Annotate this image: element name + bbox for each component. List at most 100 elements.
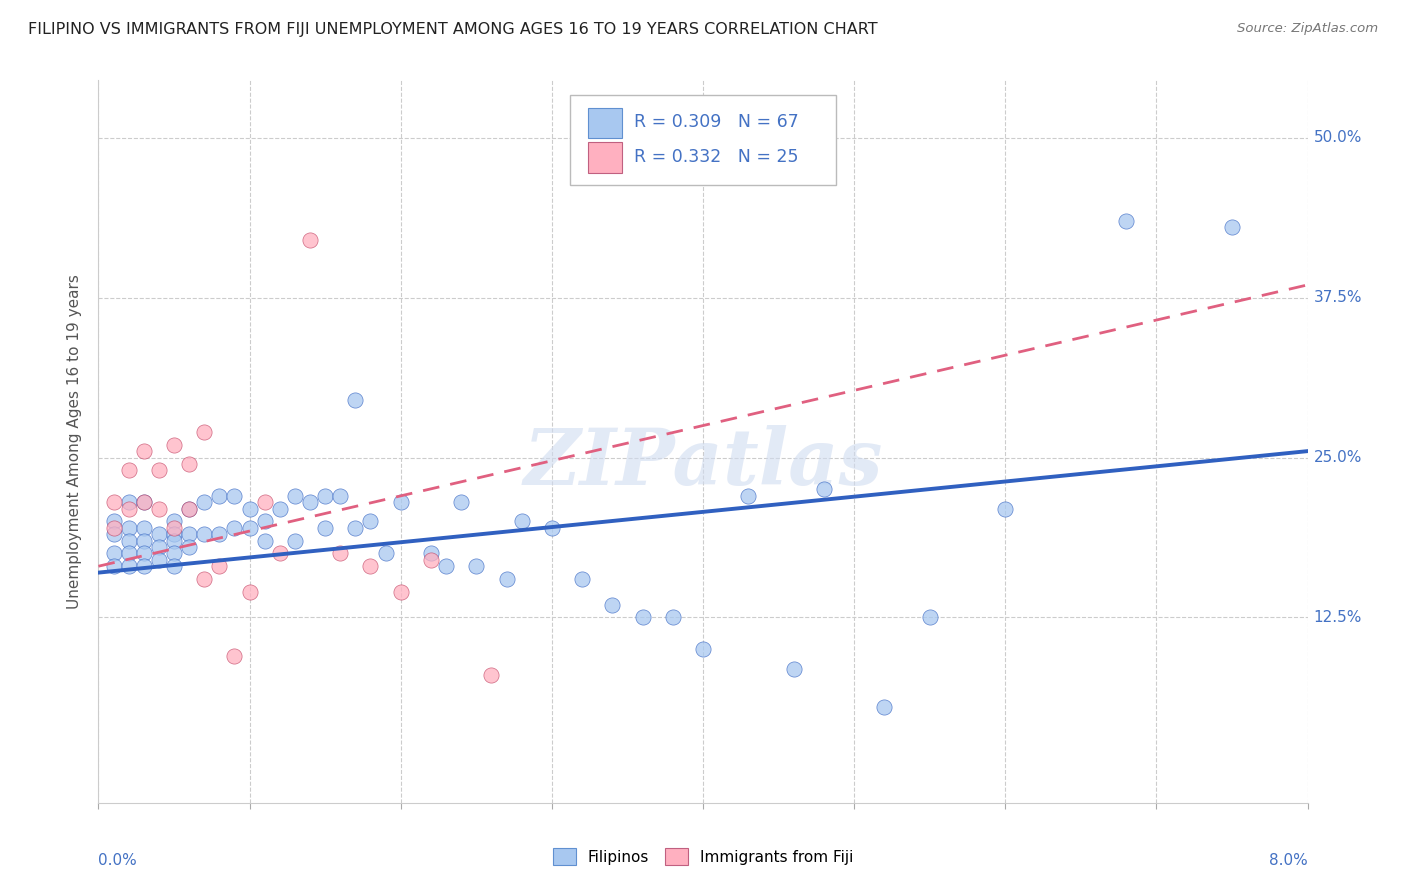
Point: [193, 572, 215, 586]
Point: [148, 540, 170, 554]
Point: [132, 559, 155, 574]
Point: [1115, 214, 1137, 228]
Point: [329, 546, 352, 560]
Point: [193, 527, 215, 541]
Point: [314, 521, 336, 535]
FancyBboxPatch shape: [588, 108, 621, 138]
Text: 25.0%: 25.0%: [1313, 450, 1362, 465]
Point: [389, 584, 412, 599]
Point: [510, 515, 533, 529]
Point: [179, 527, 201, 541]
Point: [193, 425, 215, 439]
Point: [299, 233, 322, 247]
Point: [179, 540, 201, 554]
Point: [737, 489, 759, 503]
Point: [481, 668, 503, 682]
Point: [179, 501, 201, 516]
Point: [299, 495, 322, 509]
Point: [692, 642, 714, 657]
Point: [360, 559, 382, 574]
Point: [148, 501, 170, 516]
Point: [163, 546, 186, 560]
Point: [208, 527, 231, 541]
Point: [163, 521, 186, 535]
Point: [163, 515, 186, 529]
Point: [284, 489, 307, 503]
Legend: Filipinos, Immigrants from Fiji: Filipinos, Immigrants from Fiji: [547, 841, 859, 871]
Point: [994, 501, 1017, 516]
Point: [118, 463, 141, 477]
Point: [132, 546, 155, 560]
Point: [103, 559, 125, 574]
Text: R = 0.332   N = 25: R = 0.332 N = 25: [634, 148, 799, 166]
Point: [360, 515, 382, 529]
Point: [374, 546, 396, 560]
Point: [253, 515, 276, 529]
Point: [132, 495, 155, 509]
Point: [813, 483, 835, 497]
Point: [389, 495, 412, 509]
Point: [344, 521, 367, 535]
Point: [208, 489, 231, 503]
Point: [434, 559, 457, 574]
Text: Source: ZipAtlas.com: Source: ZipAtlas.com: [1237, 22, 1378, 36]
Point: [224, 489, 246, 503]
Text: FILIPINO VS IMMIGRANTS FROM FIJI UNEMPLOYMENT AMONG AGES 16 TO 19 YEARS CORRELAT: FILIPINO VS IMMIGRANTS FROM FIJI UNEMPLO…: [28, 22, 877, 37]
Text: R = 0.309   N = 67: R = 0.309 N = 67: [634, 113, 799, 131]
Point: [163, 438, 186, 452]
Point: [163, 527, 186, 541]
Point: [132, 495, 155, 509]
Point: [253, 533, 276, 548]
Point: [1220, 220, 1243, 235]
Point: [495, 572, 517, 586]
Text: 8.0%: 8.0%: [1268, 854, 1308, 869]
Point: [873, 699, 896, 714]
Point: [103, 546, 125, 560]
Point: [269, 546, 291, 560]
Point: [118, 559, 141, 574]
Text: ZIPatlas: ZIPatlas: [523, 425, 883, 501]
Point: [179, 457, 201, 471]
Point: [179, 501, 201, 516]
Text: 37.5%: 37.5%: [1313, 290, 1362, 305]
Point: [420, 546, 443, 560]
Point: [450, 495, 472, 509]
Point: [465, 559, 488, 574]
Point: [239, 521, 262, 535]
Point: [118, 546, 141, 560]
Point: [783, 661, 806, 675]
Point: [239, 501, 262, 516]
Point: [284, 533, 307, 548]
FancyBboxPatch shape: [588, 143, 621, 173]
Point: [163, 533, 186, 548]
Point: [148, 463, 170, 477]
Point: [602, 598, 624, 612]
Point: [269, 501, 291, 516]
Point: [163, 559, 186, 574]
Point: [224, 521, 246, 535]
Point: [314, 489, 336, 503]
Point: [344, 392, 367, 407]
Point: [224, 648, 246, 663]
Text: 0.0%: 0.0%: [98, 854, 138, 869]
Point: [132, 444, 155, 458]
Text: 12.5%: 12.5%: [1313, 610, 1362, 625]
Point: [103, 527, 125, 541]
Point: [132, 533, 155, 548]
Point: [103, 495, 125, 509]
Point: [118, 521, 141, 535]
Point: [540, 521, 562, 535]
Point: [118, 501, 141, 516]
Point: [631, 610, 654, 624]
Point: [132, 521, 155, 535]
Point: [148, 527, 170, 541]
Point: [571, 572, 593, 586]
Point: [193, 495, 215, 509]
FancyBboxPatch shape: [569, 95, 837, 185]
Y-axis label: Unemployment Among Ages 16 to 19 years: Unemployment Among Ages 16 to 19 years: [67, 274, 83, 609]
Point: [118, 495, 141, 509]
Point: [103, 521, 125, 535]
Text: 50.0%: 50.0%: [1313, 130, 1362, 145]
Point: [918, 610, 941, 624]
Point: [253, 495, 276, 509]
